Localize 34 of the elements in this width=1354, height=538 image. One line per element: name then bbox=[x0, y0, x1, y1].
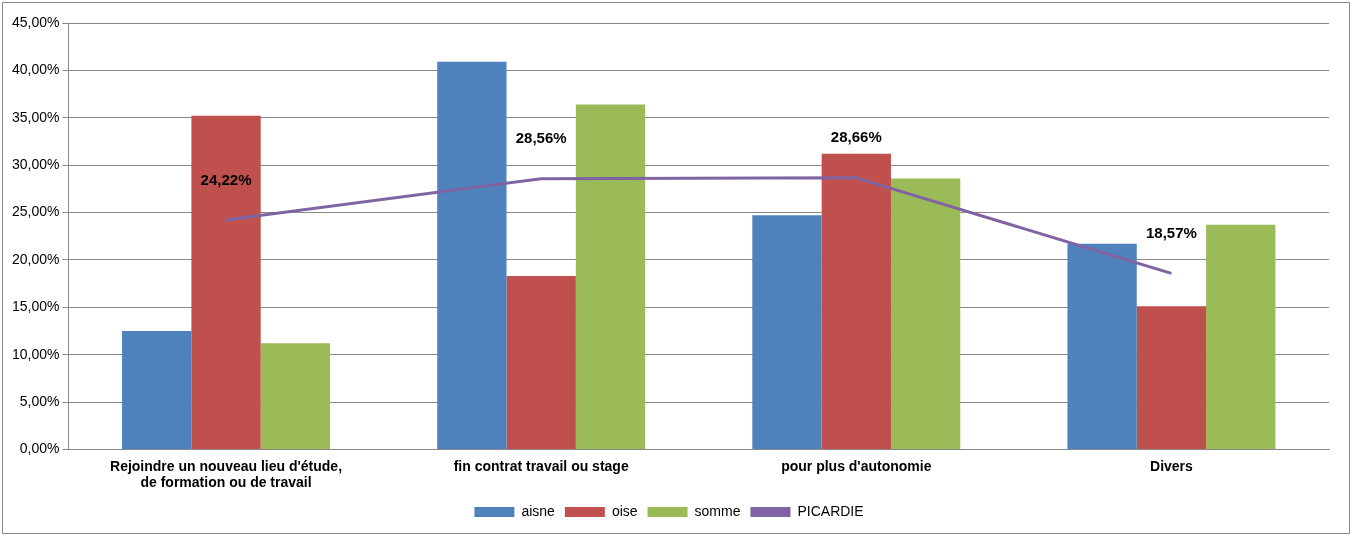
bar bbox=[752, 215, 822, 449]
y-tick-label: 45,00% bbox=[12, 13, 60, 30]
y-tick-label: 35,00% bbox=[12, 108, 60, 125]
y-tick-label: 30,00% bbox=[12, 155, 60, 172]
y-tick-label: 0,00% bbox=[19, 440, 60, 457]
legend-label: aisne bbox=[521, 502, 556, 519]
y-tick-label: 5,00% bbox=[19, 392, 60, 409]
legend-label: oise bbox=[611, 502, 638, 519]
bar bbox=[890, 178, 961, 449]
bar bbox=[260, 343, 331, 449]
bar bbox=[191, 115, 261, 449]
legend-label: PICARDIE bbox=[797, 502, 864, 519]
y-tick-label: 10,00% bbox=[12, 345, 60, 362]
bar bbox=[575, 104, 646, 449]
legend-label: somme bbox=[694, 502, 741, 519]
data-label: 18,57% bbox=[1146, 224, 1197, 242]
x-tick-label: fin contrat travail ou stage bbox=[453, 457, 629, 474]
bar bbox=[1136, 306, 1207, 449]
bar bbox=[506, 276, 576, 449]
data-label: 24,22% bbox=[200, 170, 252, 188]
data-label: 28,56% bbox=[515, 129, 567, 147]
bar bbox=[821, 153, 891, 449]
y-tick-label: 25,00% bbox=[12, 203, 60, 220]
y-tick-label: 40,00% bbox=[12, 61, 60, 78]
x-tick-label: pour plus d'autonomie bbox=[781, 457, 932, 474]
data-label: 28,66% bbox=[830, 128, 882, 146]
bar bbox=[1067, 243, 1137, 449]
bar bbox=[122, 330, 192, 449]
x-tick-label: Divers bbox=[1150, 457, 1194, 474]
bar bbox=[1206, 224, 1276, 449]
y-tick-label: 20,00% bbox=[12, 250, 60, 267]
y-tick-label: 15,00% bbox=[12, 298, 60, 315]
x-tick-label: Rejoindre un nouveau lieu d'étude, de formation ou de travail bbox=[110, 457, 343, 491]
bar bbox=[437, 61, 507, 449]
